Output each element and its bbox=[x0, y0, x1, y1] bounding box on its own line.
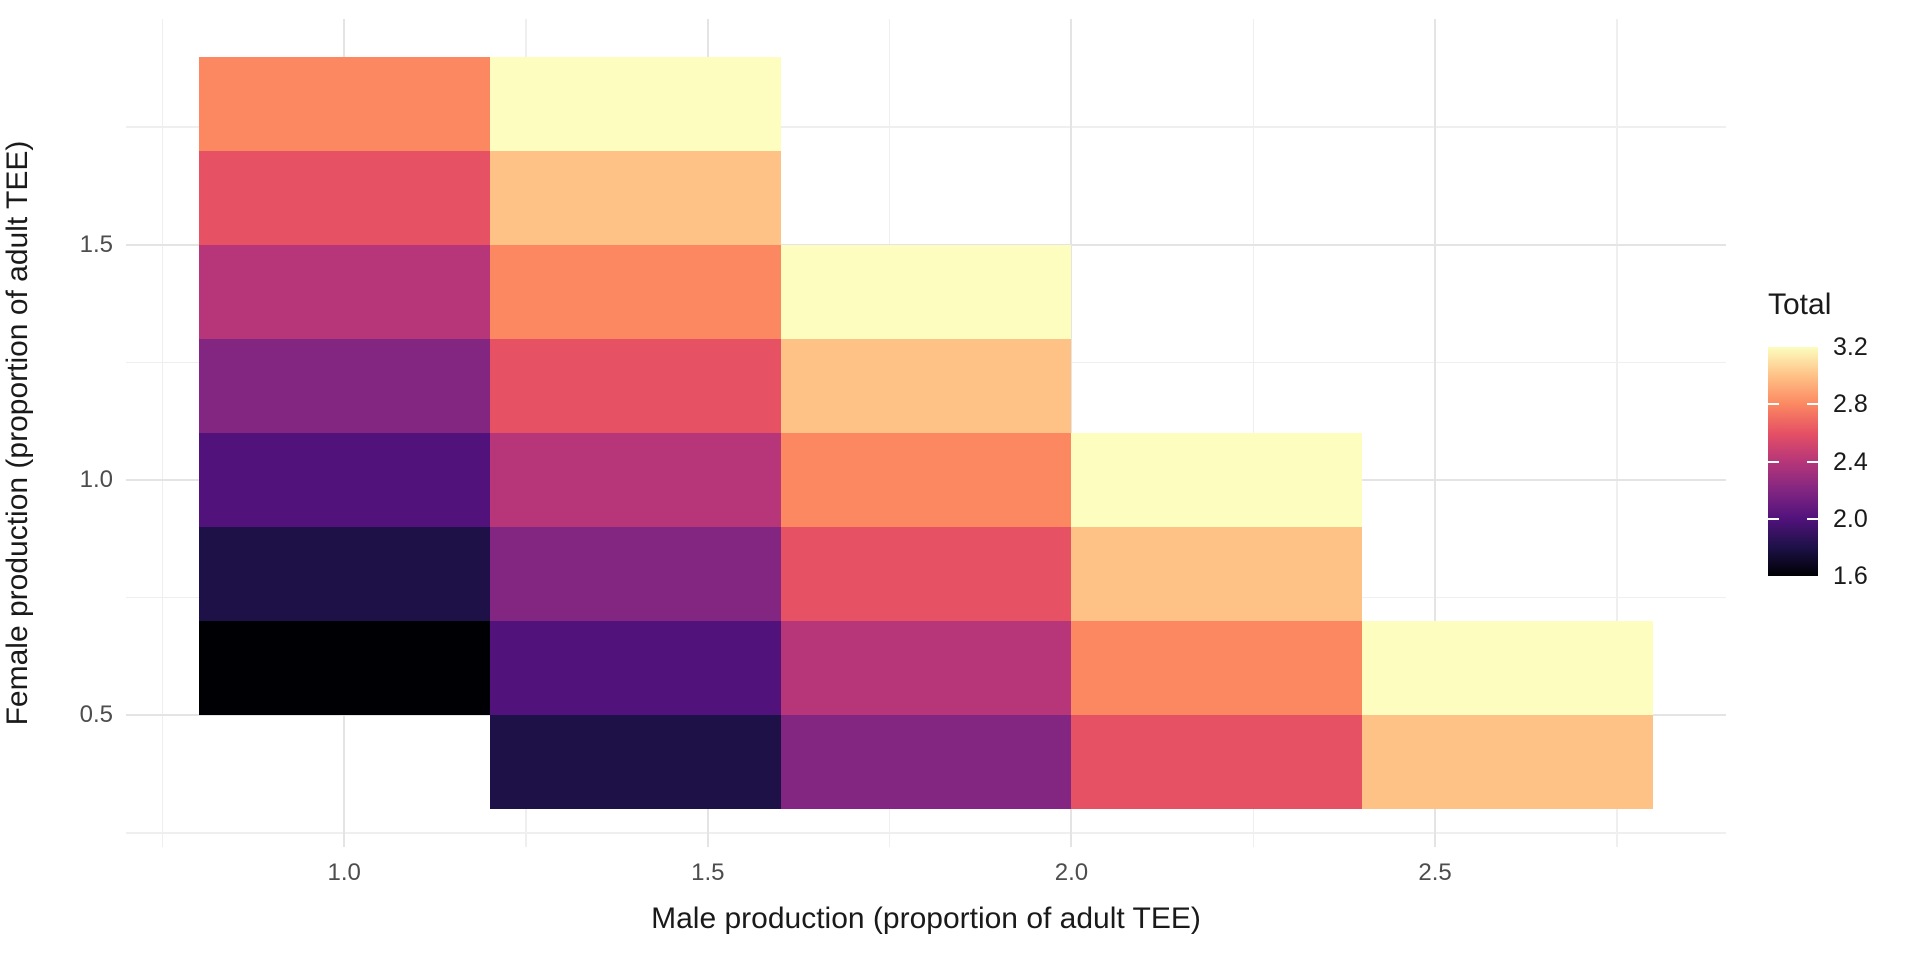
plot-panel bbox=[126, 19, 1726, 847]
heatmap-tile bbox=[1071, 715, 1363, 810]
heatmap-tile bbox=[489, 338, 781, 433]
y-tick-label: 0.5 bbox=[79, 701, 113, 729]
heatmap-tile bbox=[489, 715, 781, 810]
heatmap-tile bbox=[198, 56, 490, 151]
legend-tick-label: 2.8 bbox=[1833, 390, 1868, 419]
grid-minor-horizontal bbox=[126, 832, 1726, 834]
legend: Total 3.2 2.8 2.4 2.0 1.6 bbox=[1750, 285, 1920, 595]
heatmap-tile bbox=[489, 433, 781, 528]
heatmap-tile bbox=[1071, 527, 1363, 622]
x-tick-label: 1.0 bbox=[327, 859, 361, 886]
x-tick-label: 2.0 bbox=[1054, 859, 1089, 886]
y-tick-label: 1.5 bbox=[79, 230, 113, 258]
legend-tick-mark bbox=[1768, 403, 1779, 406]
x-tick-label: 1.5 bbox=[691, 859, 725, 886]
grid-major-vertical bbox=[1434, 19, 1437, 847]
legend-tick-label: 1.6 bbox=[1833, 562, 1868, 590]
heatmap-tile bbox=[1362, 621, 1654, 716]
y-tick-label: 1.0 bbox=[79, 466, 113, 494]
legend-tick-mark bbox=[1807, 517, 1818, 520]
heatmap-tile bbox=[198, 150, 490, 245]
y-axis-title: Female production (proportion of adult T… bbox=[1, 140, 34, 726]
heatmap-tile bbox=[1071, 433, 1363, 528]
heatmap-tile bbox=[489, 56, 781, 151]
heatmap-tile bbox=[780, 715, 1072, 810]
legend-tick-mark bbox=[1768, 517, 1779, 520]
legend-title: Total bbox=[1768, 288, 1832, 321]
heatmap-tile bbox=[780, 338, 1072, 433]
legend-tick-label: 3.2 bbox=[1833, 333, 1868, 361]
heatmap-tile bbox=[780, 527, 1072, 622]
heatmap-tile bbox=[780, 621, 1072, 716]
grid-minor-vertical bbox=[161, 19, 164, 847]
heatmap-tile bbox=[780, 244, 1072, 339]
heatmap-tile bbox=[780, 433, 1072, 528]
heatmap-tile bbox=[198, 433, 490, 528]
x-tick-label: 2.5 bbox=[1418, 859, 1452, 886]
heatmap-tile bbox=[198, 338, 490, 433]
heatmap-tile bbox=[489, 621, 781, 716]
heatmap-tile bbox=[489, 244, 781, 339]
heatmap-tile bbox=[198, 244, 490, 339]
heatmap-tile bbox=[198, 527, 490, 622]
grid-minor-vertical bbox=[1616, 19, 1618, 847]
heatmap-tile bbox=[1362, 715, 1654, 810]
heatmap-tile bbox=[489, 527, 781, 622]
x-axis-title: Male production (proportion of adult TEE… bbox=[651, 902, 1201, 935]
heatmap-tile bbox=[198, 621, 490, 716]
legend-tick-mark bbox=[1807, 460, 1818, 463]
legend-tick-label: 2.0 bbox=[1833, 504, 1868, 533]
heatmap-tile bbox=[489, 150, 781, 245]
legend-tick-mark bbox=[1807, 403, 1818, 406]
grid-minor-horizontal bbox=[126, 126, 1726, 128]
legend-tick-mark bbox=[1768, 460, 1779, 463]
heatmap-tile bbox=[1071, 621, 1363, 716]
legend-tick-label: 2.4 bbox=[1833, 447, 1868, 476]
